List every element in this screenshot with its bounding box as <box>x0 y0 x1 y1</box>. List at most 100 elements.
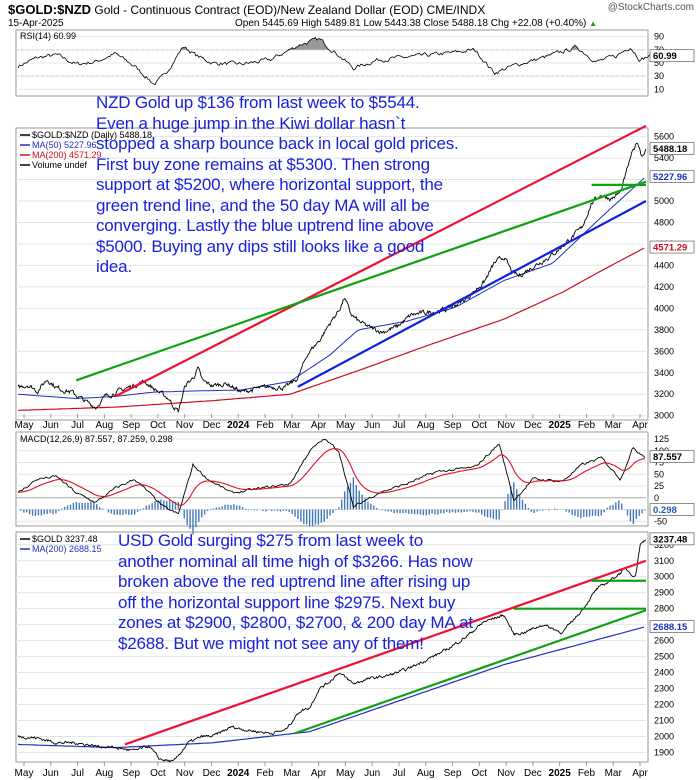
rsi-badge-text: 60.99 <box>653 51 677 62</box>
rsi-tick-label: 30 <box>654 71 664 81</box>
usd-x-tick-label: May <box>336 768 355 779</box>
red-trendline <box>114 124 647 398</box>
nzd-x-tick-label: Aug <box>417 420 435 431</box>
usd-price-badge-box <box>649 532 695 546</box>
usd-x-tick-label: Apr <box>311 768 327 779</box>
nzd-ma50-line <box>17 177 645 400</box>
usd-x-tick-label: Sep <box>444 768 462 779</box>
nzd-x-tick-label: Mar <box>605 420 623 431</box>
rsi-tick-label: 90 <box>654 32 664 42</box>
macd-badge-box <box>649 450 695 463</box>
green-trendline <box>294 609 647 735</box>
macd-tick-label: 125 <box>654 434 669 444</box>
usd-tick-label: 1900 <box>654 747 674 757</box>
usd-tick-label: 2800 <box>654 604 674 614</box>
nzd-x-tick-label: Feb <box>256 420 274 431</box>
nzd-x-tick-label: Oct <box>472 420 488 431</box>
macd-badge-text: 87.557 <box>653 452 682 463</box>
usd-tick-label: 2500 <box>654 652 674 662</box>
nzd-ma50-badge-text: 5227.96 <box>653 172 687 183</box>
date-label: 15-Apr-2025 <box>8 18 64 29</box>
nzd-x-tick-label: Apr <box>632 420 648 431</box>
macd-legend: MACD(12,26,9) 87.557, 87.259, 0.298 <box>20 434 173 444</box>
usd-price-line <box>17 539 646 763</box>
nzd-tick-label: 4000 <box>654 303 674 313</box>
chart-title: $GOLD:$NZD Gold - Continuous Contract (E… <box>8 2 485 17</box>
nzd-tick-label: 5600 <box>654 132 674 142</box>
nzd-x-tick-label: 2024 <box>227 420 250 431</box>
usd-x-tick-label: Jun <box>364 768 380 779</box>
nzd-x-tick-label: Jun <box>364 420 380 431</box>
usd-tick-label: 2300 <box>654 684 674 694</box>
nzd-ma200-line <box>17 247 645 411</box>
rsi-tick-label: 10 <box>654 84 664 94</box>
nzd-legend-entry: Volume undef <box>32 160 88 170</box>
up-arrow-icon: ▲ <box>589 19 598 28</box>
usd-annotation: USD Gold surging $275 from last week to … <box>118 531 473 653</box>
nzd-price-badge-box <box>649 142 695 155</box>
macd-hist-badge-text: 0.298 <box>653 505 677 516</box>
nzd-annotation: NZD Gold up $136 from last week to $5544… <box>96 93 459 276</box>
nzd-x-tick-label: Apr <box>311 420 327 431</box>
rsi-badge-box <box>649 49 695 63</box>
usd-ma200-badge-box <box>649 620 695 633</box>
nzd-tick-label: 3400 <box>654 368 674 378</box>
usd-tick-label: 2900 <box>654 588 674 598</box>
usd-price-badge-text: 3237.48 <box>653 534 687 545</box>
description-label: Gold - Continuous Contract (EOD)/New Zea… <box>94 3 424 17</box>
nzd-x-tick-label: Jun <box>43 420 59 431</box>
usd-legend-entry: $GOLD 3237.48 <box>32 534 98 544</box>
usd-ma200-line <box>17 626 645 749</box>
macd-tick-label: 25 <box>654 481 664 491</box>
nzd-x-tick-label: Aug <box>95 420 113 431</box>
usd-tick-label: 2600 <box>654 636 674 646</box>
usd-x-tick-label: Aug <box>417 768 435 779</box>
nzd-tick-label: 5400 <box>654 153 674 163</box>
panel-frame <box>15 127 649 421</box>
usd-tick-label: 2200 <box>654 700 674 710</box>
usd-x-tick-label: Dec <box>203 768 221 779</box>
nzd-x-tick-label: Jul <box>393 420 406 431</box>
nzd-legend-entry: $GOLD:$NZD (Daily) 5488.18 <box>32 130 152 140</box>
nzd-x-tick-label: May <box>15 420 34 431</box>
usd-x-tick-label: Feb <box>256 768 274 779</box>
usd-x-tick-label: Nov <box>176 768 194 779</box>
usd-x-tick-label: Aug <box>95 768 113 779</box>
rsi-tick-label: 50 <box>654 58 664 68</box>
usd-x-tick-label: Jun <box>43 768 59 779</box>
nzd-x-tick-label: Sep <box>122 420 140 431</box>
ohlc-values: Open 5445.69 High 5489.81 Low 5443.38 Cl… <box>235 18 587 29</box>
nzd-x-tick-label: Nov <box>497 420 515 431</box>
nzd-x-tick-label: Jul <box>71 420 84 431</box>
macd-tick-label: 50 <box>654 469 664 479</box>
nzd-tick-label: 4400 <box>654 260 674 270</box>
rsi-legend: RSI(14) 60.99 <box>20 31 76 41</box>
nzd-x-tick-label: Mar <box>283 420 301 431</box>
usd-tick-label: 3000 <box>654 572 674 582</box>
rsi-line <box>17 36 650 86</box>
usd-x-tick-label: Mar <box>283 768 301 779</box>
usd-x-tick-label: Oct <box>472 768 488 779</box>
usd-x-tick-label: Sep <box>122 768 140 779</box>
nzd-ma50-badge-box <box>649 170 695 183</box>
usd-x-tick-label: Apr <box>632 768 648 779</box>
nzd-tick-label: 5000 <box>654 196 674 206</box>
usd-x-tick-label: Mar <box>605 768 623 779</box>
green-trendline <box>75 180 647 382</box>
usd-x-tick-label: Nov <box>497 768 515 779</box>
nzd-x-tick-label: May <box>336 420 355 431</box>
nzd-ma200-badge-box <box>649 240 695 254</box>
macd-tick-label: 0 <box>654 493 659 503</box>
nzd-legend-entry: MA(50) 5227.96 <box>32 140 97 150</box>
red-trendline <box>124 559 647 746</box>
nzd-tick-label: 3000 <box>654 411 674 421</box>
blue-trendline <box>297 200 647 388</box>
usd-x-tick-label: May <box>15 768 34 779</box>
nzd-ma200-badge-text: 4571.29 <box>653 243 687 254</box>
nzd-x-tick-label: 2025 <box>549 420 572 431</box>
nzd-x-tick-label: Dec <box>203 420 221 431</box>
nzd-x-tick-label: Sep <box>444 420 462 431</box>
usd-x-tick-label: Dec <box>524 768 542 779</box>
usd-x-tick-label: 2024 <box>227 768 250 779</box>
